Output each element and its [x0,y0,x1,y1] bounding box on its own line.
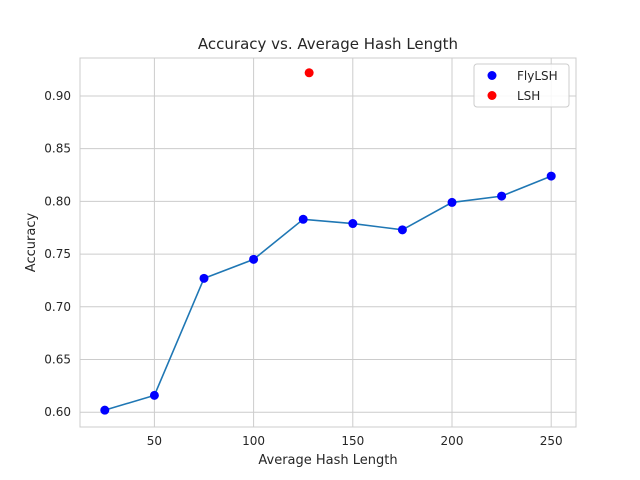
legend: FlyLSH LSH [473,63,570,108]
point-flylsh [397,225,407,235]
legend-label-lsh: LSH [517,89,540,103]
series-line-flylsh [104,175,552,411]
x-axis-label: Average Hash Length [258,453,397,468]
legend-marker-lsh [487,91,497,100]
x-tick-label: 100 [242,434,265,448]
point-flylsh [100,405,110,415]
chart-title: Accuracy vs. Average Hash Length [198,35,458,53]
point-flylsh [199,273,209,283]
x-tick-label: 250 [540,434,563,448]
y-tick-label: 0.70 [44,300,71,314]
legend-box [473,63,570,108]
y-axis-label: Accuracy [24,213,39,273]
point-flylsh [149,390,159,400]
y-tick-label: 0.60 [44,405,71,419]
y-tick-label: 0.85 [44,142,71,156]
x-tick-label: 200 [441,434,464,448]
point-lsh [304,68,314,78]
x-tick-label: 150 [341,434,364,448]
plot-border [79,57,577,428]
series-layer [100,68,556,415]
y-tick-label: 0.65 [44,353,71,367]
point-flylsh [249,254,259,264]
tick-layer: 50 100 150 200 250 0.60 0.65 0.70 0.75 0.80 0.85 0.… [44,89,562,448]
y-tick-label: 0.80 [44,194,71,208]
point-flylsh [447,197,457,207]
y-tick-label: 0.75 [44,247,71,261]
point-flylsh [348,219,358,229]
point-flylsh [546,171,556,181]
plot-area [80,58,576,427]
y-tick-label: 0.90 [44,89,71,103]
point-flylsh [298,214,308,224]
legend-marker-flylsh [487,71,497,80]
x-tick-label: 50 [147,434,162,448]
grid-layer [80,58,576,427]
point-flylsh [497,191,507,201]
legend-label-flylsh: FlyLSH [517,69,558,83]
